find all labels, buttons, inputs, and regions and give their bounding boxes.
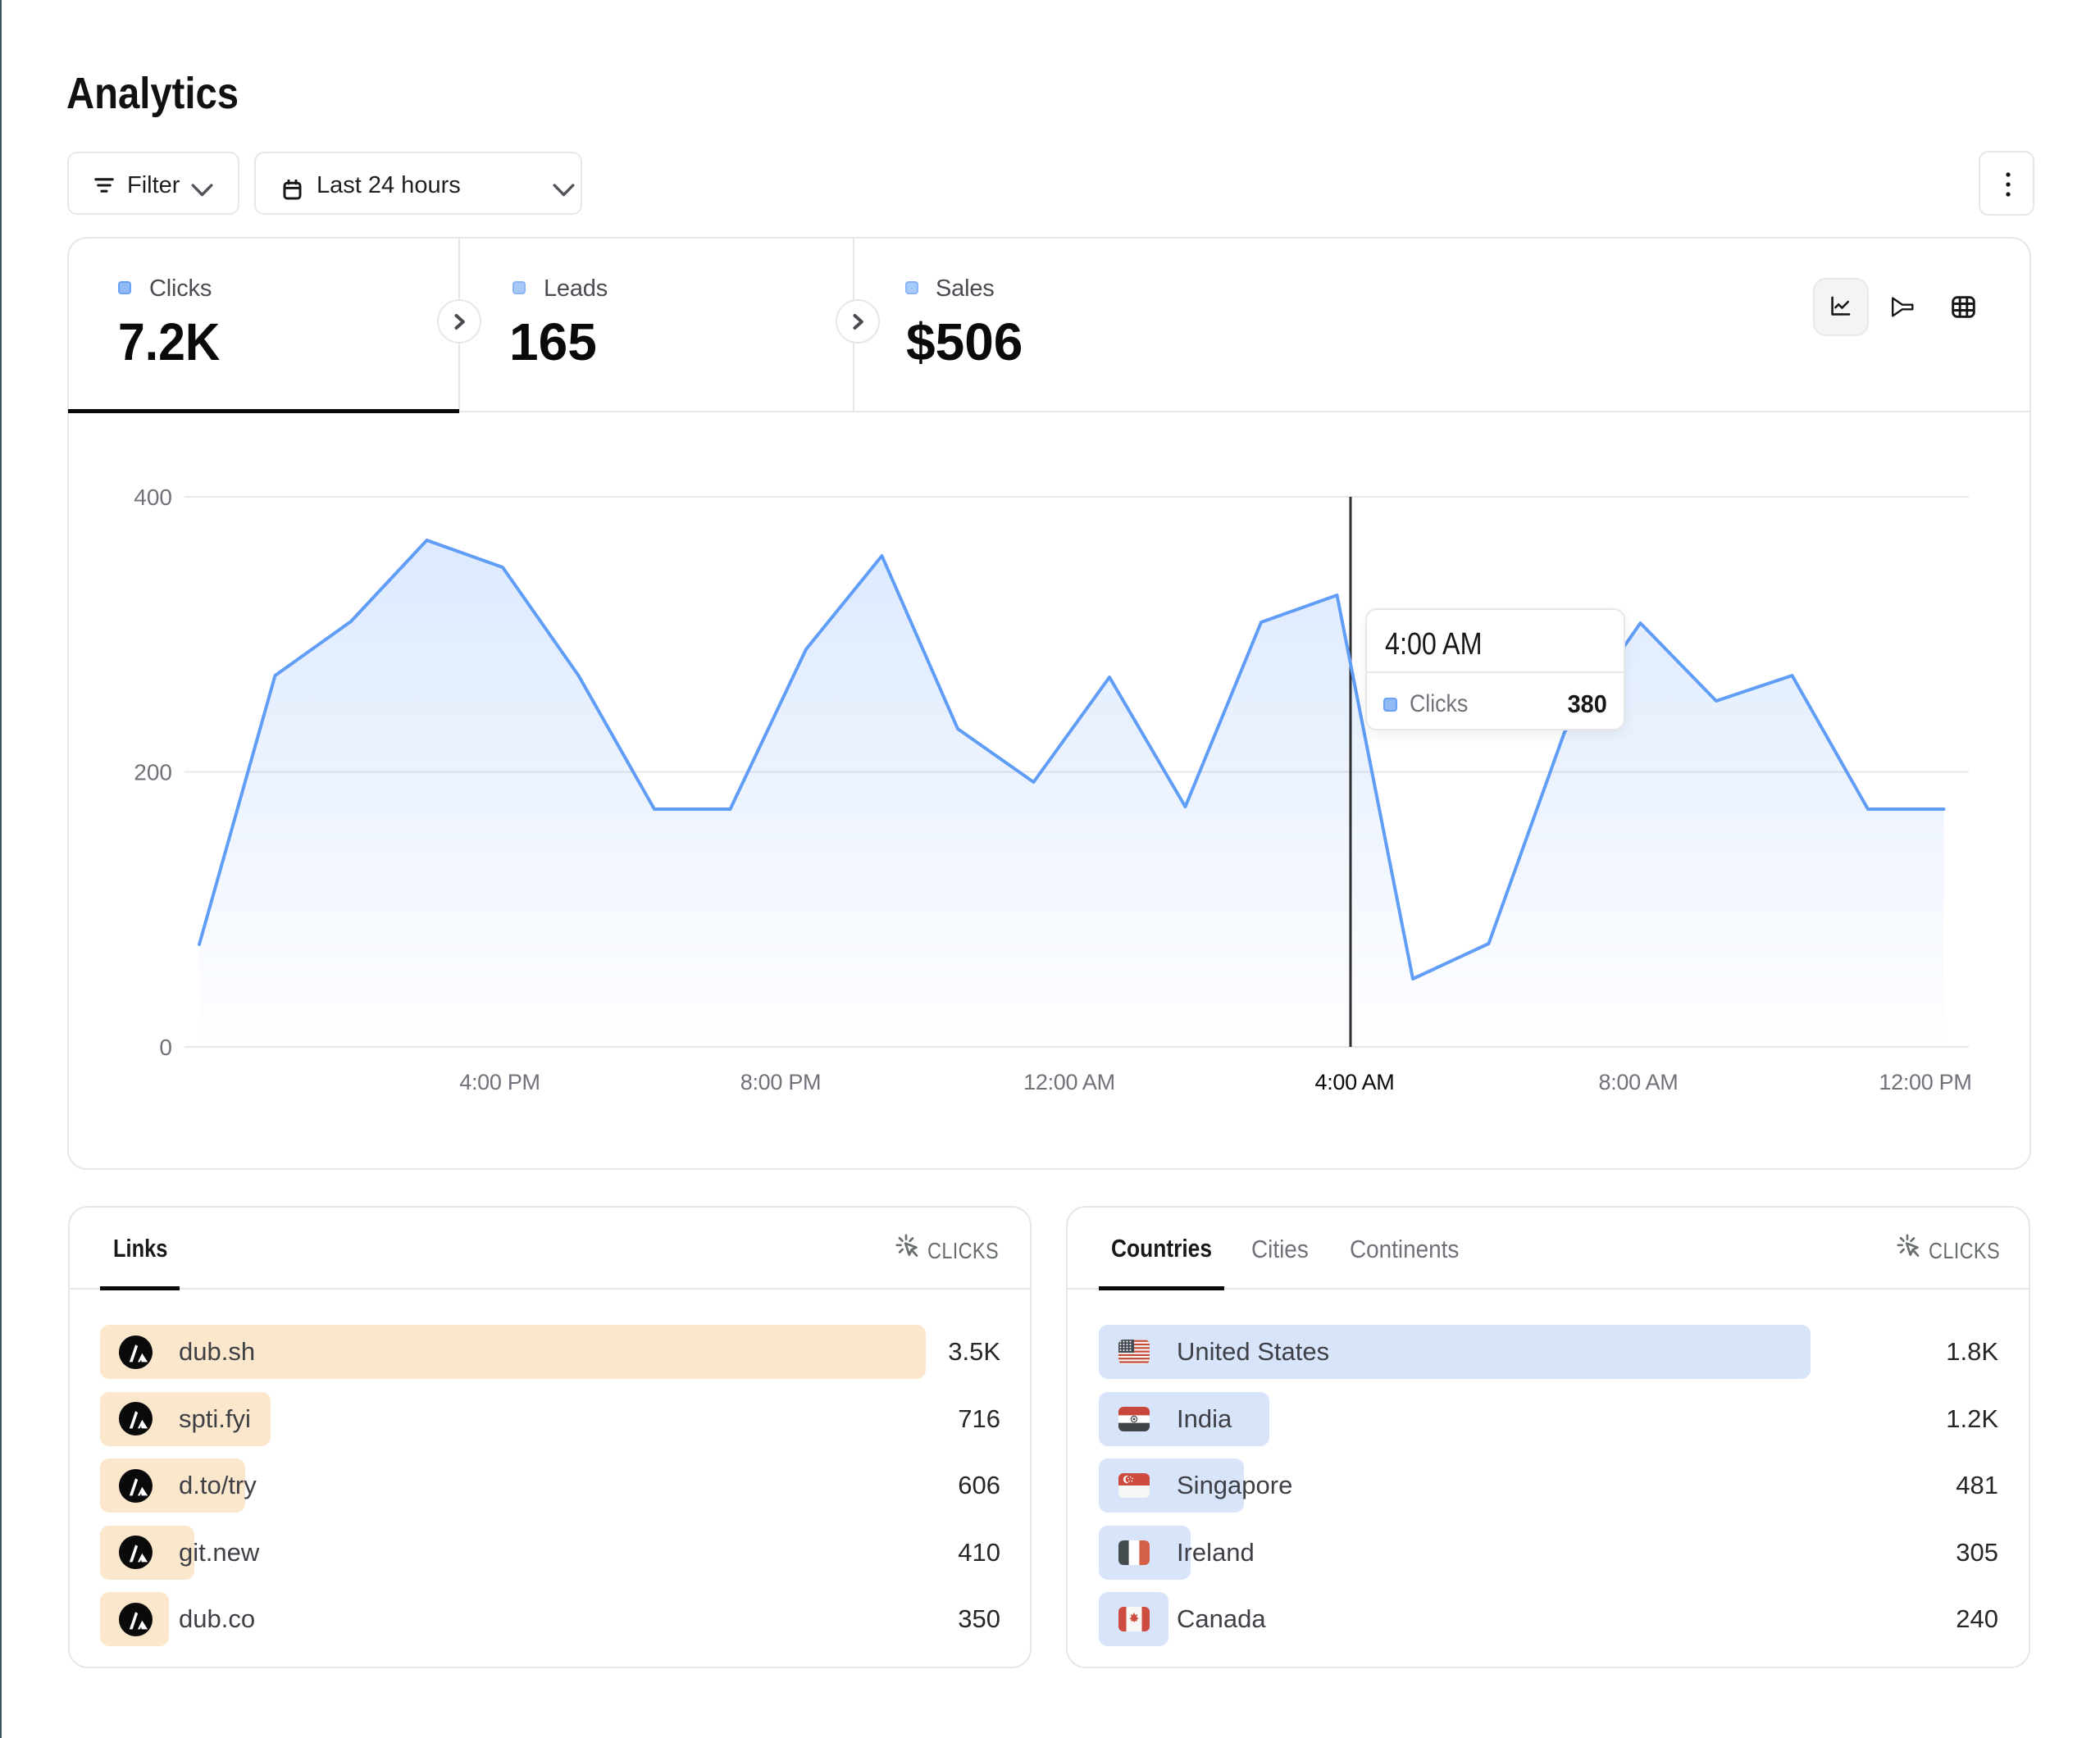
svg-text:4:00 PM: 4:00 PM (459, 1070, 540, 1094)
svg-text:12:00 AM: 12:00 AM (1023, 1070, 1115, 1094)
svg-text:200: 200 (134, 760, 172, 785)
svg-text:4:00 AM: 4:00 AM (1315, 1070, 1395, 1094)
svg-text:400: 400 (134, 485, 172, 510)
svg-text:8:00 AM: 8:00 AM (1599, 1070, 1679, 1094)
svg-text:12:00 PM: 12:00 PM (1879, 1070, 1971, 1094)
svg-text:0: 0 (159, 1035, 172, 1060)
svg-text:8:00 PM: 8:00 PM (740, 1070, 821, 1094)
